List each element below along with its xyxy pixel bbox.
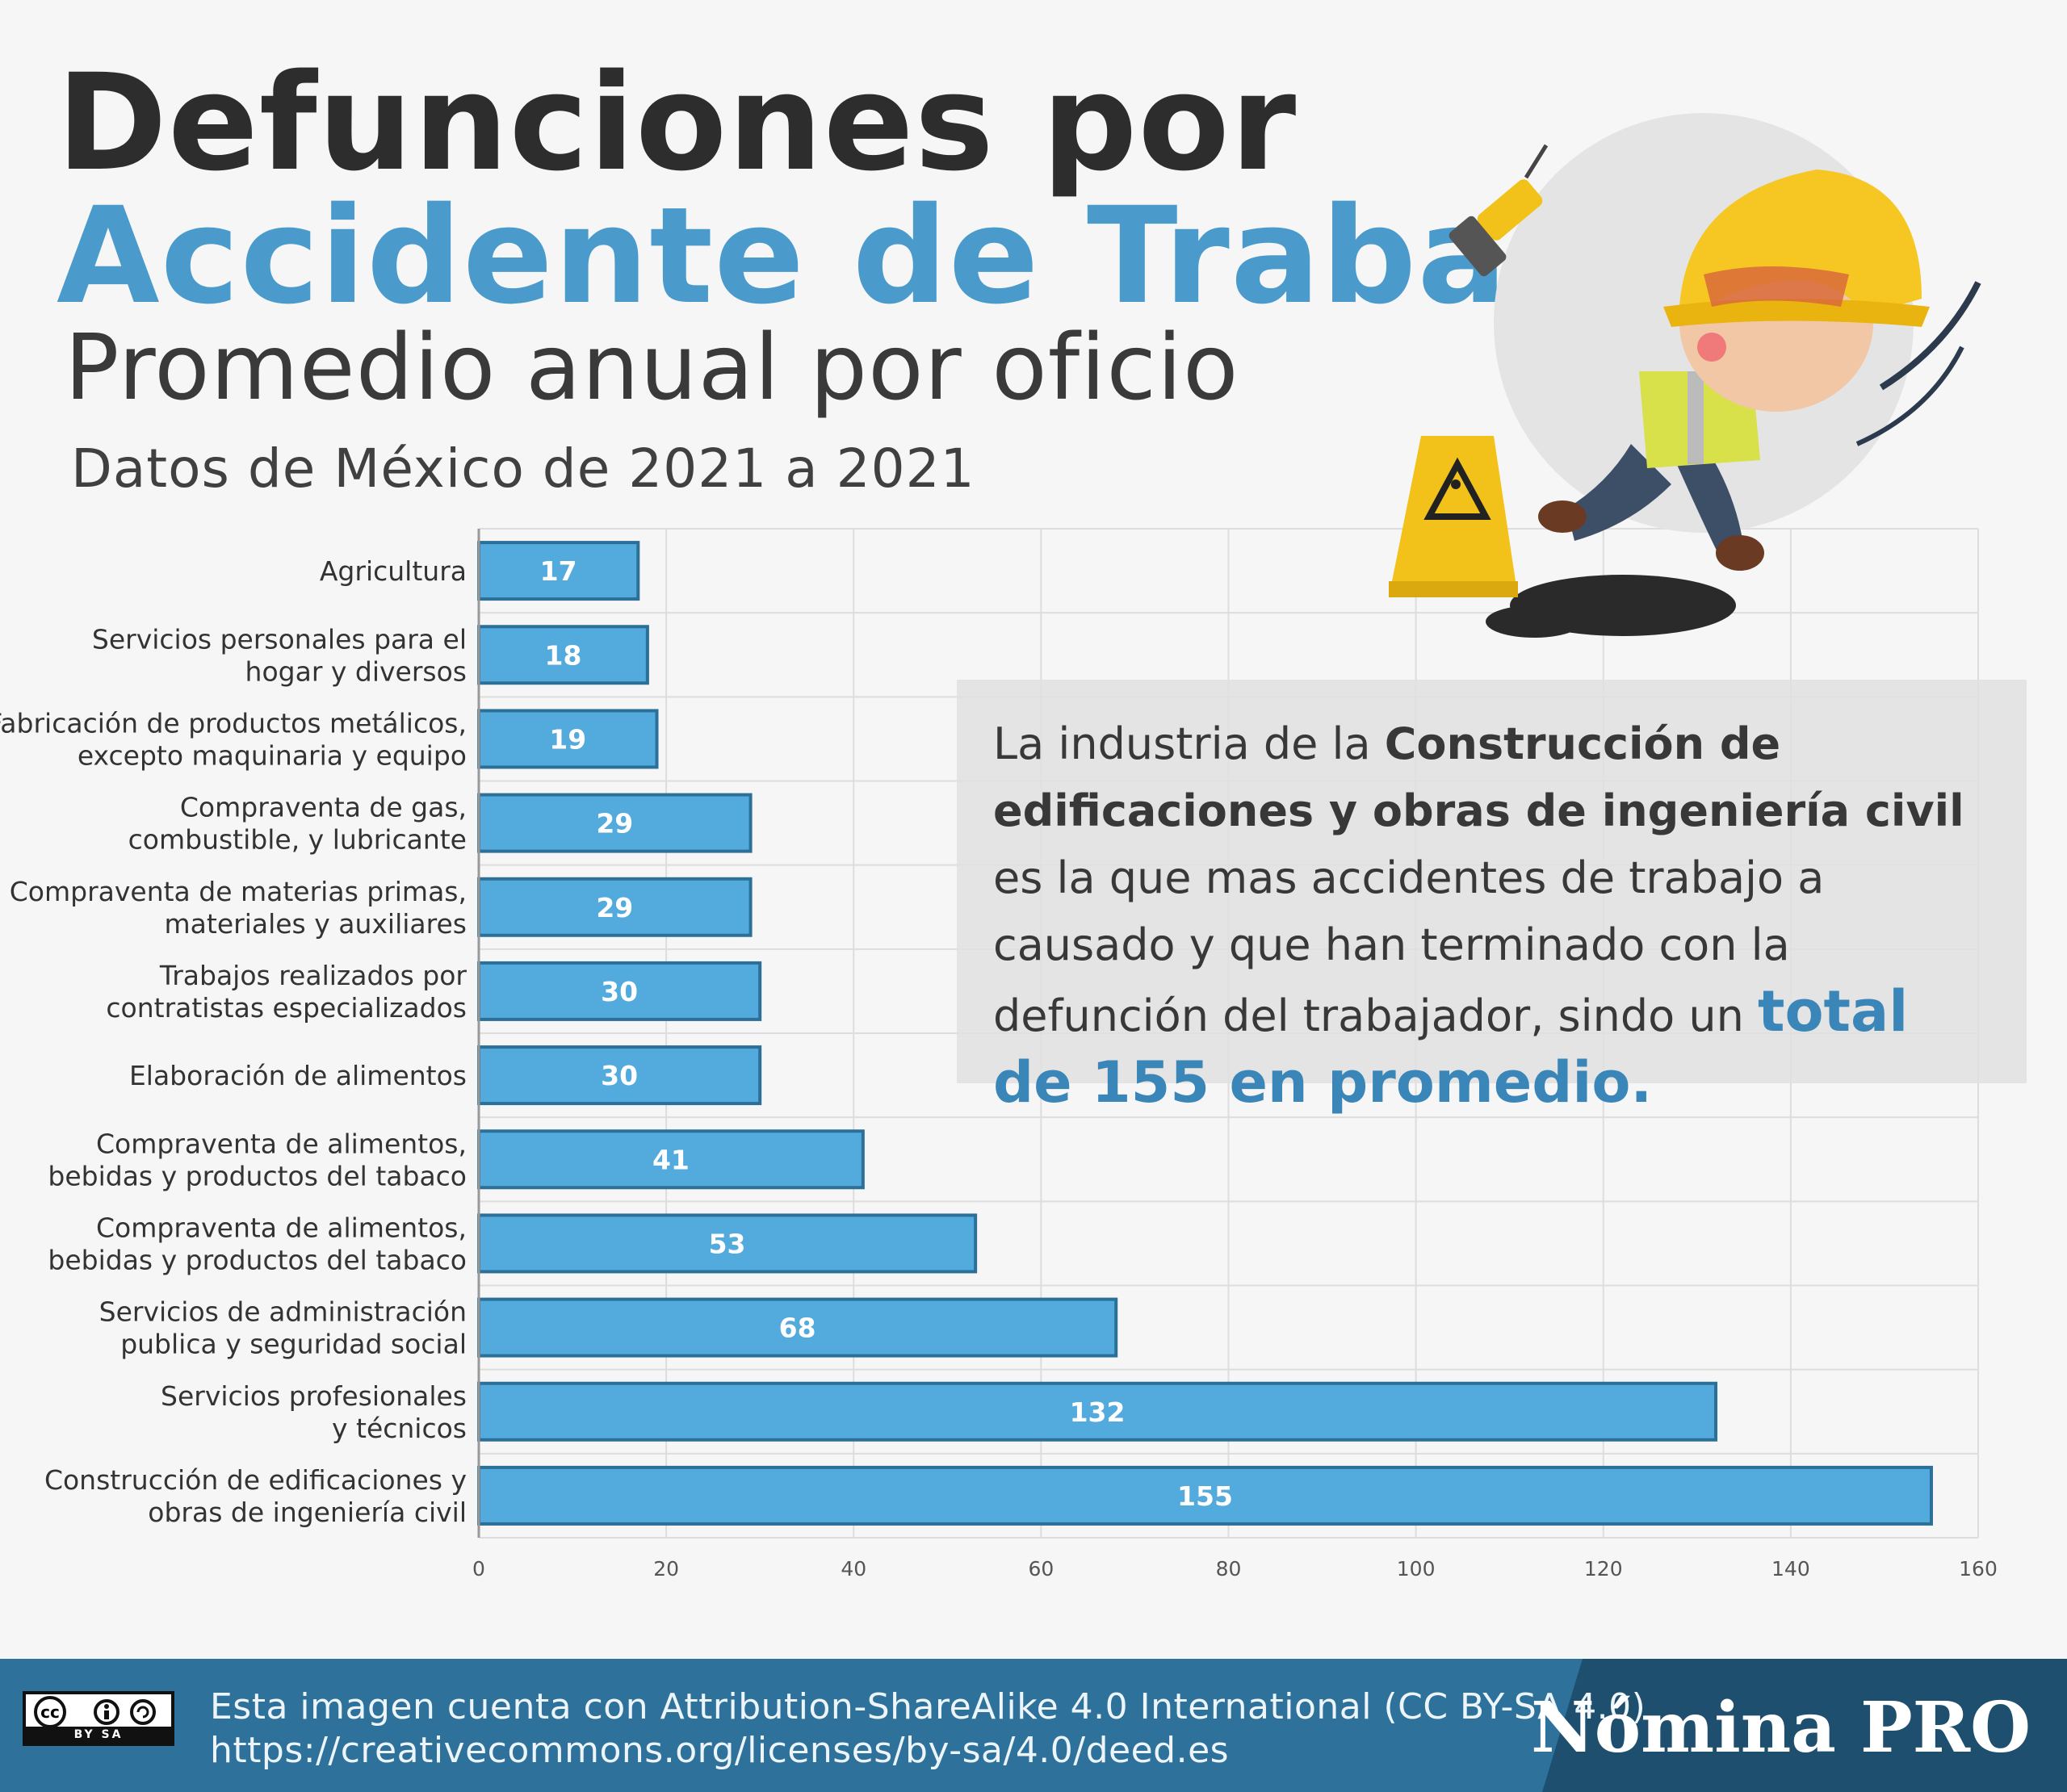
insight-callout: La industria de la Construcción de edifi… xyxy=(957,680,2027,1116)
x-tick-label: 160 xyxy=(1959,1557,1998,1581)
bar xyxy=(477,541,640,601)
drill-icon xyxy=(1449,144,1549,277)
bar xyxy=(477,1129,865,1190)
data-period: Datos de México de 2021 a 2021 xyxy=(71,438,975,500)
category-label: Compraventa de gas, xyxy=(180,792,467,823)
footer-brand-panel xyxy=(1542,1659,2067,1792)
title-line-2: Accidente de Trabajo xyxy=(57,178,1647,333)
x-tick-label: 80 xyxy=(1216,1557,1242,1581)
bar-value-label: 53 xyxy=(709,1228,746,1259)
category-label: materiales y auxiliares xyxy=(165,908,467,940)
bar-value-label: 41 xyxy=(652,1144,690,1175)
bar xyxy=(477,1297,1118,1358)
license-url-link[interactable]: https://creativecommons.org/licenses/by-… xyxy=(210,1730,1230,1771)
x-tick-label: 140 xyxy=(1771,1557,1810,1581)
category-label: y técnicos xyxy=(332,1413,467,1444)
category-label: Elaboración de alimentos xyxy=(129,1060,467,1091)
bar xyxy=(477,961,762,1021)
bar xyxy=(477,1465,1933,1526)
callout-text-1: La industria de la xyxy=(993,718,1385,769)
x-tick-label: 60 xyxy=(1028,1557,1054,1581)
title-line-1: Defunciones por xyxy=(57,45,1298,200)
category-label: combustible, y lubricante xyxy=(128,824,467,856)
callout-highlight: total de 155 en promedio. xyxy=(993,978,1909,1116)
bar-value-label: 132 xyxy=(1070,1396,1126,1428)
bar xyxy=(477,1045,762,1106)
x-tick-label: 100 xyxy=(1397,1557,1436,1581)
category-label: contratistas especializados xyxy=(106,992,467,1024)
footer: cc BY SA Esta imagen cuenta con Attribut… xyxy=(0,1659,2067,1792)
category-label: Fabricación de productos metálicos, xyxy=(0,707,467,739)
cc-badge-strip: BY SA xyxy=(26,1727,171,1743)
chart-subtitle: Promedio anual por oficio xyxy=(65,316,1239,421)
x-tick-label: 40 xyxy=(841,1557,866,1581)
category-label: obras de ingeniería civil xyxy=(148,1497,467,1528)
wet-floor-sign-icon xyxy=(1389,436,1518,597)
bar-value-label: 29 xyxy=(596,808,633,839)
category-label: Compraventa de alimentos, xyxy=(96,1212,467,1243)
category-label: bebidas y productos del tabaco xyxy=(48,1160,467,1191)
category-label: Construcción de edificaciones y xyxy=(44,1464,467,1496)
bar-value-label: 18 xyxy=(544,639,581,671)
cc-license-icon[interactable]: cc BY SA xyxy=(23,1691,174,1746)
cc-badge-text: cc xyxy=(40,1702,60,1722)
x-tick-label: 120 xyxy=(1584,1557,1623,1581)
bar-value-label: 30 xyxy=(601,976,638,1007)
bar-value-label: 30 xyxy=(601,1060,638,1091)
x-tick-label: 0 xyxy=(472,1557,485,1581)
bar xyxy=(477,877,753,937)
category-label: Servicios personales para el xyxy=(92,623,467,655)
callout-text-2: es la que mas accidentes de trabajo a ca… xyxy=(993,852,1825,1041)
callout-industry: Construcción de edificaciones y obras de… xyxy=(993,718,1964,836)
bar-value-label: 19 xyxy=(549,723,586,755)
category-label: publica y seguridad social xyxy=(120,1329,467,1360)
category-label: Agricultura xyxy=(320,555,467,587)
construction-worker-slipping-icon xyxy=(1365,105,1986,654)
category-label: hogar y diversos xyxy=(245,655,467,687)
category-label: Servicios de administración xyxy=(99,1296,467,1328)
bar-value-label: 68 xyxy=(779,1313,816,1344)
bar-value-label: 17 xyxy=(540,555,577,587)
category-label: Servicios profesionales xyxy=(161,1380,467,1412)
bar xyxy=(477,1213,978,1274)
x-tick-label: 20 xyxy=(653,1557,679,1581)
category-label: Compraventa de materias primas, xyxy=(10,876,467,907)
category-label: Compraventa de alimentos, xyxy=(96,1128,467,1159)
bar-value-label: 29 xyxy=(596,892,633,923)
category-label: excepto maquinaria y equipo xyxy=(78,739,467,771)
bar xyxy=(477,793,753,853)
license-text: Esta imagen cuenta con Attribution-Share… xyxy=(210,1686,1646,1727)
bar-value-label: 155 xyxy=(1177,1480,1233,1512)
bar xyxy=(477,709,659,769)
category-label: bebidas y productos del tabaco xyxy=(48,1244,467,1275)
category-label: Trabajos realizados por xyxy=(159,960,467,991)
brand-logo[interactable]: Nómina PRO xyxy=(1531,1687,2031,1769)
